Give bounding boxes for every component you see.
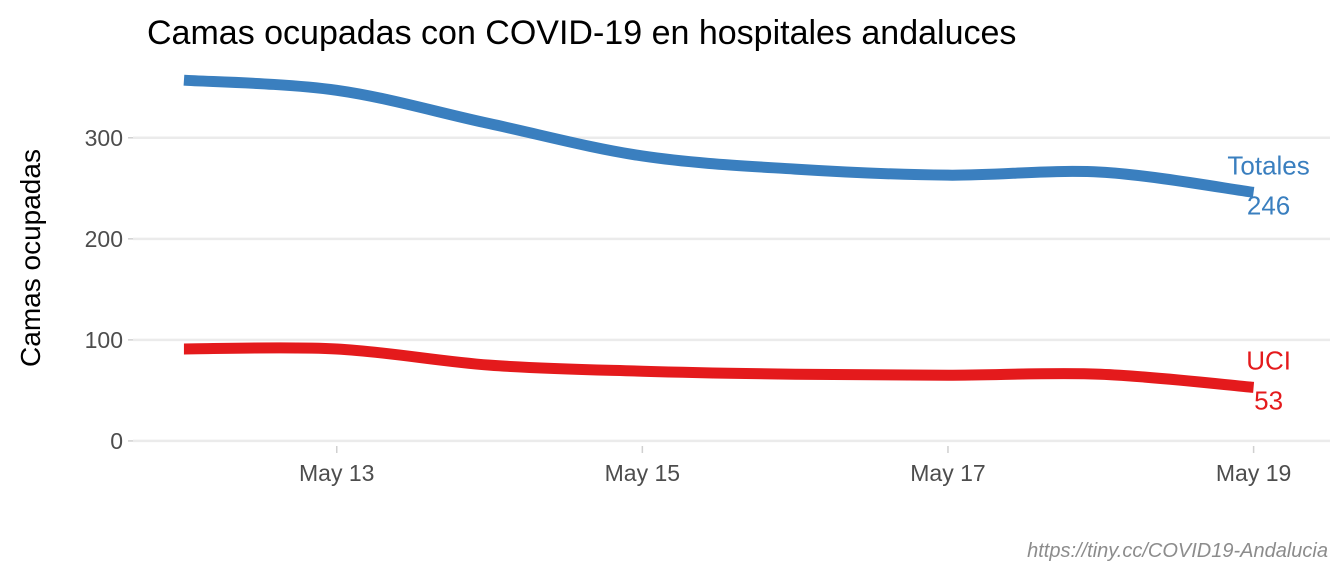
y-tick-label: 100 — [85, 327, 123, 353]
x-tick-label: May 17 — [910, 460, 985, 486]
series-name-label-uci: UCI — [1246, 345, 1291, 375]
series-line-totales — [183, 74, 1255, 198]
x-tick-label: May 15 — [605, 460, 680, 486]
y-tick-label: 0 — [110, 428, 123, 454]
series-line-uci — [183, 342, 1255, 393]
series-value-label-totales: 246 — [1247, 190, 1290, 220]
y-tick-label: 200 — [85, 226, 123, 252]
y-tick-label: 300 — [85, 125, 123, 151]
series-value-label-uci: 53 — [1254, 385, 1283, 415]
y-axis-label: Camas ocupadas — [15, 149, 46, 367]
series-name-label-totales: Totales — [1227, 150, 1309, 180]
source-caption: https://tiny.cc/COVID19-Andalucia — [1027, 540, 1328, 562]
x-tick-label: May 13 — [299, 460, 374, 486]
chart-title: Camas ocupadas con COVID-19 en hospitale… — [147, 14, 1016, 52]
series-labels: Totales 246 UCI 53 — [1227, 150, 1309, 415]
series-lines — [183, 74, 1255, 393]
axis-ticks: 0 100 200 300 May 13 May 15 May 17 May 19 — [85, 125, 1292, 486]
gridlines — [133, 136, 1330, 443]
x-tick-label: May 19 — [1216, 460, 1291, 486]
